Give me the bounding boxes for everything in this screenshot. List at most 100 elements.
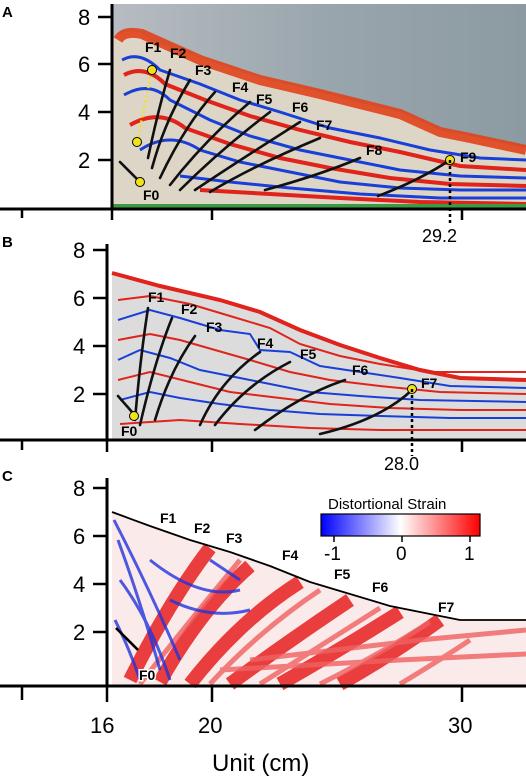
fault-trace-a-f9 [376,158,452,198]
fault-label-b-f1: F1 [148,289,165,305]
fault-trace-a-f1 [146,68,172,160]
panel-a-ytick-8: 8 [78,5,90,30]
x-tick-20: 20 [198,713,222,738]
fault-trace-b-f7 [318,388,414,436]
fault-trace-b-f6 [253,378,347,432]
panel-a-letter: A [2,4,13,21]
fault-label-c-f6: F6 [372,579,389,595]
fault-trace-a-f8 [263,156,362,192]
panel-c-ytick-8: 8 [73,476,85,501]
panel-a-ytick-2: 2 [78,148,90,173]
marker-a-f1-base [132,137,142,147]
fault-trace-a-f4 [168,100,252,187]
panel-c-ytick-6: 6 [73,524,85,549]
panel-a-front-value: 29.2 [422,226,457,246]
fault-trace-b-f5 [213,360,292,427]
fault-label-b-f2: F2 [181,301,198,317]
panel-a-y-ticks [98,15,112,162]
fault-trace-b-f1 [133,306,150,422]
panel-c-ytick-4: 4 [73,572,85,597]
fault-label-c-f1: F1 [160,510,177,526]
panel-a-dotted-marker-line [135,69,154,143]
panel-a-ytick-4: 4 [78,100,90,125]
panel-c-strain-field [112,512,526,686]
panel-a-markers [132,65,455,187]
panel-b-letter: B [2,234,13,251]
fault-trace-b-f3 [153,334,197,422]
fault-label-c-f5: F5 [334,566,351,582]
colorbar-ticks [333,536,471,542]
fault-label-b-f6: F6 [352,362,369,378]
fault-trace-b-f0 [116,394,134,414]
panel-a-wedge-body [112,31,526,208]
panel-b-fault-traces [116,306,414,436]
fault-trace-a-f7 [208,136,322,194]
panel-c-blue-bands [112,519,251,681]
x-axis-title: Unit (cm) [212,750,309,777]
fault-label-c-f2: F2 [194,520,211,536]
marker-a-f0 [135,177,145,187]
panel-b-ytick-2: 2 [73,382,85,407]
colorbar-tick-0: 0 [396,544,407,565]
fault-label-a-f0: F0 [143,187,160,203]
marker-a-f1 [147,65,157,75]
colorbar-tick-1: 1 [464,544,475,565]
fault-label-a-f3: F3 [195,62,212,78]
panel-b-y-ticks [93,248,107,396]
panel-a-x-ticks [20,209,464,220]
fault-label-a-f8: F8 [366,142,383,158]
fault-label-a-f4: F4 [232,79,249,95]
fault-trace-a-f3 [158,90,217,180]
panel-a-blue-layers [121,55,526,200]
x-tick-30: 30 [448,713,472,738]
panel-b-x-ticks [20,440,464,452]
panel-b-ytick-8: 8 [73,238,85,263]
fault-trace-a-f5 [178,110,272,192]
marker-b-f0 [129,411,139,421]
fault-trace-b-f4 [198,350,262,427]
fault-label-c-f4: F4 [282,547,299,563]
fault-label-a-f9: F9 [460,149,477,165]
fault-label-a-f1: F1 [145,39,162,55]
panel-a: A [0,4,526,246]
panel-b-surface-layer [111,271,526,382]
fault-trace-a-f6 [193,120,302,192]
fault-label-a-f5: F5 [256,91,273,107]
x-tick-16: 16 [90,713,114,738]
panel-c-red-bands [123,543,445,691]
panel-c-letter: C [2,468,13,485]
fault-trace-b-f2 [138,316,174,427]
colorbar-tick-neg1: -1 [324,544,341,565]
fault-label-a-f7: F7 [316,117,333,133]
panel-a-red-layers [123,69,526,206]
fault-label-b-f3: F3 [206,319,223,335]
panel-b: B F1 F2 F3 [0,234,526,474]
fault-trace-c-f0 [115,627,139,651]
colorbar [320,513,481,537]
fault-label-c-f0: F0 [139,667,156,683]
panel-b-ytick-6: 6 [73,286,85,311]
panel-b-ytick-4: 4 [73,334,85,359]
fault-label-b-f4: F4 [257,335,274,351]
panel-c-y-ticks [93,486,107,634]
x-axis: 16 20 30 Unit (cm) [90,713,472,777]
panel-c-surface-line [111,511,526,621]
fault-label-a-f2: F2 [170,45,187,61]
panel-a-fault-traces [118,68,452,198]
colorbar-title: Distortional Strain [328,496,446,513]
panel-c: C [0,468,526,702]
fault-label-c-f3: F3 [226,530,243,546]
panel-b-front-value: 28.0 [384,454,419,474]
panel-c-x-ticks [20,686,464,702]
panel-a-ytick-6: 6 [78,52,90,77]
panel-a-base-strip [112,204,526,208]
fault-label-c-f7: F7 [438,599,455,615]
panel-a-surface-layer [113,27,526,155]
fault-label-b-f7: F7 [421,375,438,391]
fault-label-b-f5: F5 [300,346,317,362]
fault-label-a-f6: F6 [292,99,309,115]
panel-b-blue-layers [117,308,526,419]
fault-label-b-f0: F0 [121,423,138,439]
panel-c-ytick-2: 2 [73,620,85,645]
